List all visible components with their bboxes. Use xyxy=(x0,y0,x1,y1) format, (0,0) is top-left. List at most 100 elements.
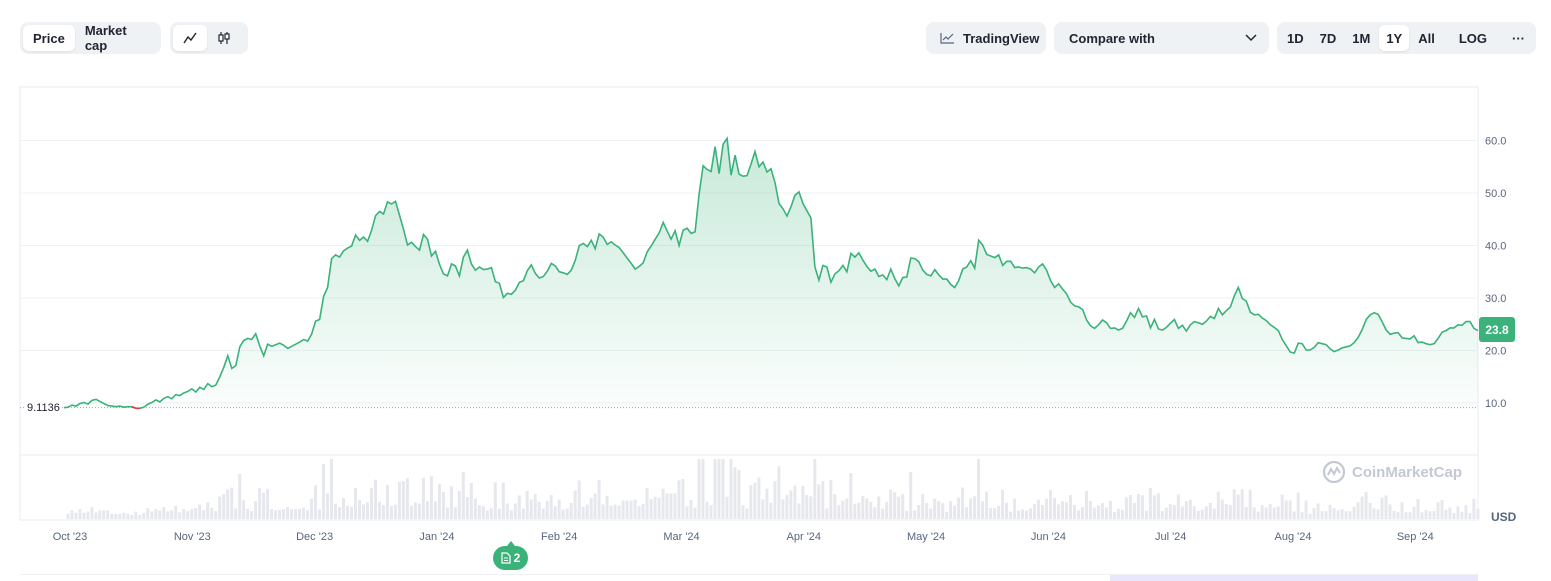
volume-bar xyxy=(214,511,218,519)
volume-bar xyxy=(370,487,373,519)
volume-bar xyxy=(869,501,873,519)
volume-bar xyxy=(985,491,989,519)
price-line xyxy=(63,136,1479,410)
range-1y-button[interactable]: 1Y xyxy=(1379,25,1410,51)
x-tick-label: Nov '23 xyxy=(174,531,211,543)
volume-bar xyxy=(142,512,146,519)
x-tick-label: Feb '24 xyxy=(541,531,577,543)
volume-bar xyxy=(1104,507,1108,519)
log-scale-button[interactable]: LOG xyxy=(1458,30,1488,46)
volume-bar xyxy=(889,489,893,519)
volume-bar xyxy=(945,512,949,519)
volume-bar xyxy=(957,497,961,519)
volume-bar xyxy=(1308,513,1312,519)
volume-bar xyxy=(1400,502,1404,519)
line-chart-button[interactable] xyxy=(173,25,207,51)
volume-bar xyxy=(222,494,226,519)
tradingview-button[interactable]: TradingView xyxy=(926,22,1046,54)
y-tick-label: 20.0 xyxy=(1485,346,1506,358)
volume-bar xyxy=(1244,507,1248,519)
volume-bar xyxy=(1324,511,1328,519)
volume-bar xyxy=(925,503,929,519)
volume-bar xyxy=(190,509,194,519)
volume-bar xyxy=(1172,505,1176,519)
volume-bar xyxy=(521,508,525,519)
volume-bar xyxy=(94,512,98,519)
volume-bar xyxy=(529,499,533,519)
volume-bar xyxy=(1460,511,1464,519)
volume-bar xyxy=(102,510,106,519)
start-price-label: 9.1136 xyxy=(25,402,62,414)
volume-bar xyxy=(1288,500,1292,519)
volume-bar xyxy=(409,505,413,519)
volume-bar xyxy=(1188,499,1192,519)
volume-bar xyxy=(326,493,329,519)
volume-bar xyxy=(70,510,74,519)
volume-bar xyxy=(781,499,785,519)
candlestick-button[interactable] xyxy=(207,25,241,51)
volume-bar xyxy=(1332,508,1336,519)
volume-bar xyxy=(953,505,957,519)
volume-bar xyxy=(1053,497,1056,519)
volume-bar xyxy=(805,495,809,519)
volume-bar xyxy=(497,508,501,519)
volume-bar xyxy=(266,489,270,519)
volume-bar xyxy=(1156,493,1160,519)
market-cap-tab[interactable]: Market cap xyxy=(84,23,127,53)
volume-bar xyxy=(106,510,110,519)
range-7d-button[interactable]: 7D xyxy=(1319,30,1337,46)
volume-bar xyxy=(913,510,917,519)
volume-bar xyxy=(417,503,421,519)
range-navigator[interactable] xyxy=(20,574,1478,581)
volume-bar xyxy=(829,480,833,519)
volume-bar xyxy=(553,506,557,519)
volume-bar xyxy=(1424,510,1428,519)
volume-bar xyxy=(250,511,254,519)
range-1m-button[interactable]: 1M xyxy=(1352,30,1371,46)
volume-bar xyxy=(146,508,150,519)
trend-chart-icon xyxy=(940,33,954,44)
volume-bar xyxy=(1356,502,1360,519)
volume-bar xyxy=(649,499,653,519)
price-tab[interactable]: Price xyxy=(23,25,75,51)
volume-bar xyxy=(282,509,286,519)
volume-bar xyxy=(1352,506,1356,519)
x-tick-label: May '24 xyxy=(907,531,945,543)
range-all-button[interactable]: All xyxy=(1418,30,1435,46)
compare-with-label: Compare with xyxy=(1069,30,1155,46)
y-tick-label: 40.0 xyxy=(1485,241,1506,253)
volume-bar xyxy=(541,508,545,519)
volume-bar xyxy=(294,509,298,519)
volume-bar xyxy=(1444,509,1448,519)
volume-bar xyxy=(693,507,697,519)
volume-bar xyxy=(445,507,449,519)
volume-bar xyxy=(1276,506,1280,519)
events-badge[interactable]: 2 xyxy=(493,541,528,570)
candlestick-icon xyxy=(218,32,230,44)
volume-bar xyxy=(346,505,349,519)
range-navigator-selection[interactable] xyxy=(1110,575,1478,581)
volume-bar xyxy=(825,508,829,519)
volume-bar xyxy=(1045,498,1048,519)
volume-bar xyxy=(965,507,969,519)
volume-bar xyxy=(1013,498,1017,519)
volume-bar xyxy=(721,459,725,519)
volume-bar xyxy=(485,510,489,519)
more-options-button[interactable]: ··· xyxy=(1512,30,1526,46)
range-1d-button[interactable]: 1D xyxy=(1287,30,1304,46)
volume-bar xyxy=(729,459,733,519)
volume-bar xyxy=(358,500,361,519)
compare-with-select[interactable]: Compare with xyxy=(1054,22,1269,54)
volume-bar xyxy=(150,511,154,519)
volume-bar xyxy=(1069,494,1072,519)
volume-bar xyxy=(453,507,457,519)
x-tick-label: Sep '24 xyxy=(1397,531,1434,543)
x-tick-label: Jul '24 xyxy=(1155,531,1186,543)
volume-bar xyxy=(789,490,793,519)
volume-bar xyxy=(230,487,234,519)
volume-bar xyxy=(645,488,649,519)
volume-bar xyxy=(437,484,441,519)
volume-bar xyxy=(1208,502,1212,519)
volume-bar xyxy=(477,505,481,519)
